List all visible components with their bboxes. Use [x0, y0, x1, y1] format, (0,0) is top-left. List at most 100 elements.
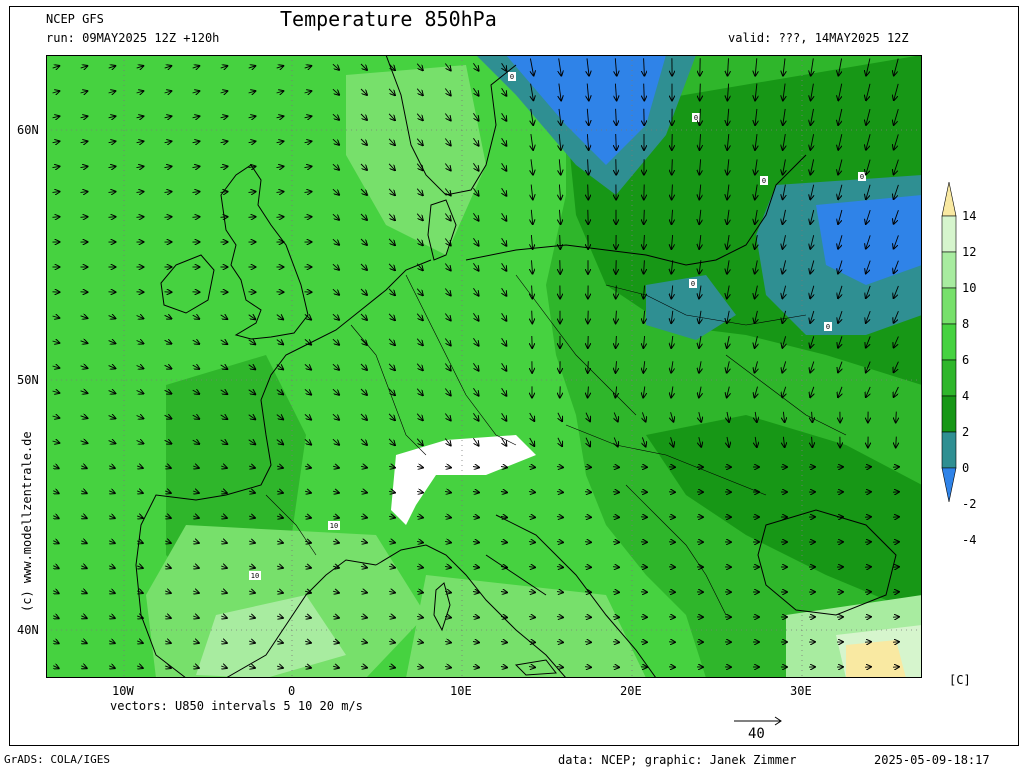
wind-vector: [360, 338, 367, 345]
wind-vector: [472, 567, 479, 568]
wind-vector: [332, 566, 339, 568]
wind-vector: [53, 541, 58, 544]
wind-vector: [528, 467, 535, 468]
wind-vector: [80, 217, 88, 218]
wind-vector: [444, 438, 450, 446]
wind-vector: [783, 184, 786, 200]
wind-vector: [671, 260, 672, 273]
colorbar-swatch: [941, 395, 957, 433]
temp-band-neg2-neg4-north: [506, 55, 666, 165]
wind-vector: [248, 141, 256, 142]
wind-vector: [220, 141, 228, 142]
wind-vector: [502, 262, 507, 271]
wind-vector: [473, 288, 478, 295]
wind-vector: [137, 591, 143, 593]
colorbar-bottom-triangle: [941, 467, 957, 503]
wind-vector: [528, 642, 535, 643]
wind-vector: [193, 516, 199, 518]
watermark: (c) www.modellzentrale.de: [20, 431, 34, 612]
wind-vector: [727, 386, 730, 398]
wind-vector: [192, 217, 200, 218]
wind-vector: [783, 83, 785, 101]
wind-vector: [528, 617, 535, 618]
wind-vector: [304, 516, 311, 518]
wind-vector: [584, 642, 591, 643]
wind-vector: [612, 667, 619, 668]
wind-vector: [473, 388, 478, 395]
wind-vector: [755, 386, 758, 398]
wind-vector: [108, 416, 116, 419]
wind-vector: [838, 260, 843, 274]
wind-vector: [360, 213, 367, 220]
wind-vector: [416, 413, 423, 421]
wind-vector: [812, 411, 813, 422]
wind-vector: [52, 141, 60, 142]
wind-vector: [616, 361, 617, 373]
wind-vector: [164, 116, 172, 118]
wind-vector: [755, 310, 758, 323]
wind-vector: [894, 386, 899, 397]
wind-vector: [136, 91, 144, 93]
wind-vector: [894, 83, 899, 100]
wind-vector: [81, 466, 86, 468]
wind-vector: [612, 467, 619, 468]
wind-vector: [473, 88, 478, 95]
wind-vector: [276, 116, 284, 118]
run-label: run: 09MAY2025 12Z +120h: [46, 31, 220, 45]
wind-vector: [276, 315, 283, 320]
wind-vector: [502, 212, 507, 221]
wind-vector: [388, 313, 395, 320]
wind-vector: [528, 517, 535, 518]
wind-vector: [500, 667, 507, 668]
wind-vector: [164, 440, 172, 443]
wind-vector: [782, 336, 785, 348]
lon-label-0: 0: [288, 684, 296, 698]
wind-vector: [783, 411, 784, 422]
wind-vector: [360, 113, 367, 120]
wind-vector: [866, 235, 871, 248]
wind-vector: [360, 641, 367, 642]
wind-vector: [727, 108, 728, 125]
wind-vector: [810, 336, 814, 348]
wind-vector: [136, 391, 144, 394]
wind-vector: [52, 66, 60, 68]
wind-vector: [755, 285, 758, 299]
wind-vector: [304, 364, 311, 369]
wind-vector: [304, 541, 311, 543]
colorbar-top-triangle: [941, 181, 957, 217]
wind-vector: [727, 436, 729, 447]
wind-vector: [53, 666, 58, 669]
wind-vector: [248, 440, 256, 445]
wind-vector: [699, 336, 701, 348]
wind-vector: [164, 390, 172, 393]
colorbar-unit: [C]: [949, 673, 971, 687]
wind-vector: [699, 412, 701, 422]
wind-vector: [644, 234, 645, 249]
wind-vector: [700, 108, 701, 125]
wind-vector: [755, 411, 757, 422]
wind-vector: [388, 666, 395, 667]
wind-vector: [556, 642, 563, 643]
wind-vector: [587, 83, 589, 101]
wind-vector: [193, 591, 199, 593]
wind-vector: [332, 63, 339, 70]
wind-vector: [866, 134, 871, 149]
wind-vector: [417, 666, 423, 667]
wind-vector: [276, 365, 283, 370]
lon-label-20e: 20E: [620, 684, 642, 698]
wind-vector: [556, 617, 563, 618]
footer-credit-data: data: NCEP; graphic: Janek Zimmer: [558, 753, 797, 767]
wind-vector: [416, 338, 423, 346]
wind-vector: [584, 667, 591, 668]
map-title: Temperature 850hPa: [280, 7, 497, 31]
wind-vector: [699, 285, 701, 299]
wind-vector: [615, 386, 616, 398]
wind-vector: [332, 438, 339, 445]
wind-vector: [80, 416, 88, 418]
wind-vector: [699, 310, 701, 323]
temp-band-14-plus-turkey: [846, 640, 906, 678]
wind-vector: [472, 517, 479, 518]
wind-vector: [584, 542, 591, 543]
wind-vector: [304, 141, 312, 142]
alps-masked-area: [391, 435, 536, 525]
